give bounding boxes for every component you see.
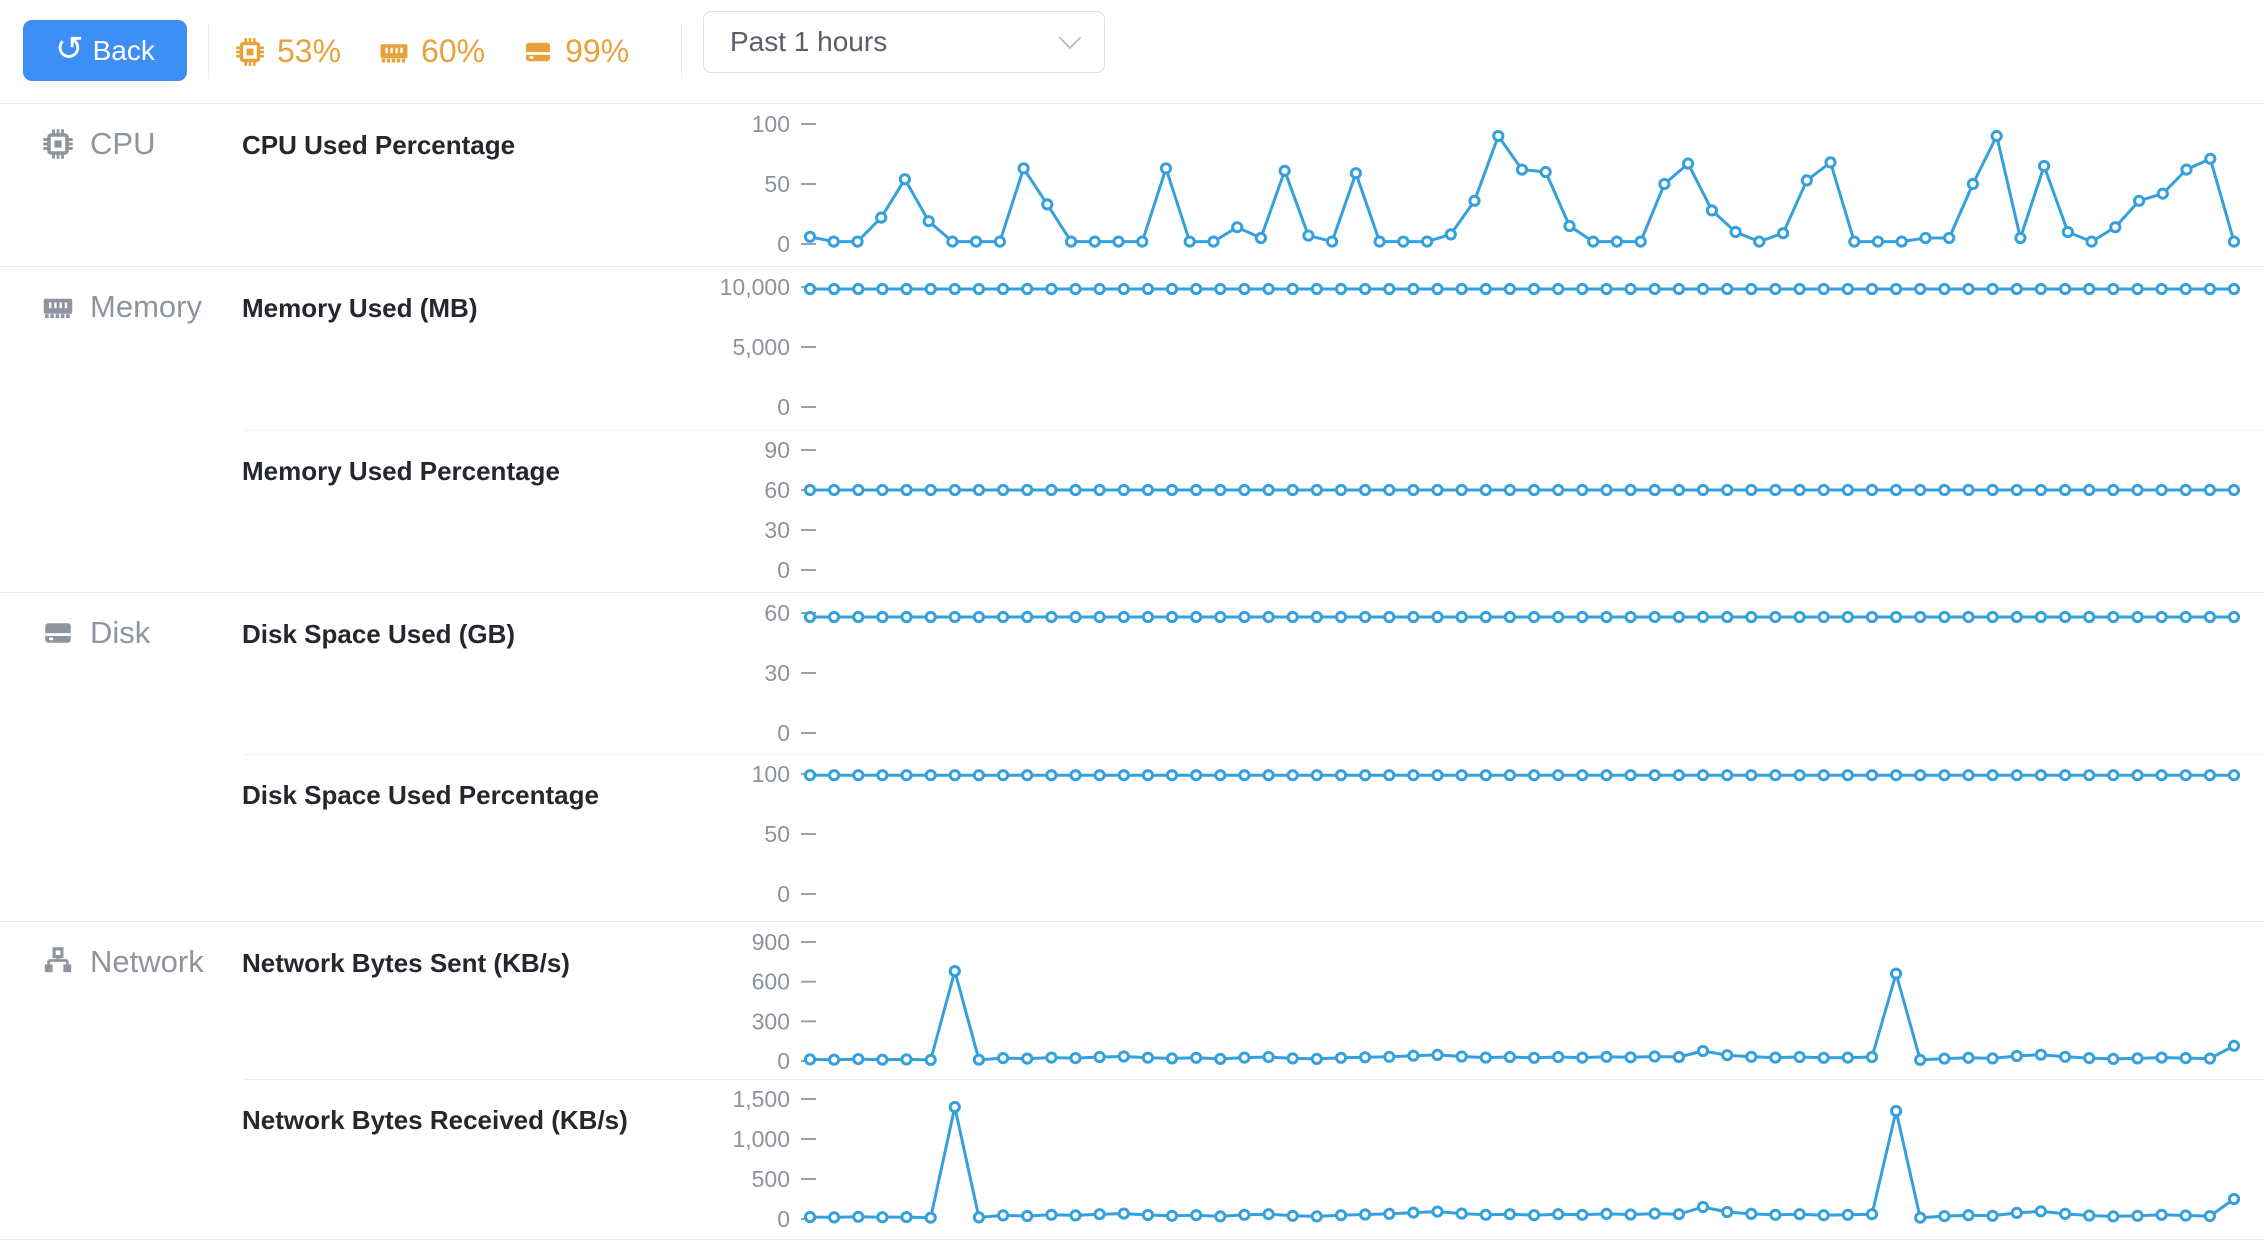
ram-icon (40, 289, 76, 325)
ram-icon (377, 35, 411, 69)
chart-title: Memory Used Percentage (242, 456, 560, 486)
cpu-usage-stat: 53% (233, 33, 341, 70)
chart-memory-used-mb: 10,000 5,000 0 (560, 267, 2264, 430)
chevron-down-icon (1058, 26, 1082, 50)
charts-panel: CPU CPU Used Percentage 100 50 0 Memory Me… (0, 104, 2264, 1240)
category-label: Memory (90, 289, 202, 324)
chart-title: Memory Used (MB) (242, 293, 478, 323)
category-label: Disk (90, 615, 151, 650)
rotate-left-icon: ↺ (55, 29, 84, 68)
chart-row: Memory Memory Used (MB) 10,000 5,000 0 (0, 267, 2264, 430)
chart-title: Network Bytes Sent (KB/s) (242, 948, 570, 978)
hdd-icon (40, 615, 76, 651)
category-disk: Disk (40, 615, 150, 651)
cpu-chip-icon (40, 126, 76, 162)
chart-row: Disk Disk Space Used (GB) 60 30 0 (0, 593, 2264, 754)
svg-text:300: 300 (752, 1008, 790, 1034)
chart-disk-space-used-percentage: 100 50 0 (560, 754, 2264, 921)
svg-text:90: 90 (764, 437, 790, 463)
chart-memory-used-percentage: 90 60 30 0 (560, 430, 2264, 592)
cpu-usage-value: 53% (277, 33, 342, 69)
category-cpu: CPU (40, 126, 155, 162)
svg-text:100: 100 (752, 761, 790, 787)
category-label: Network (90, 944, 204, 979)
memory-usage-value: 60% (421, 33, 486, 69)
svg-text:100: 100 (752, 111, 790, 137)
chart-title: Disk Space Used (GB) (242, 619, 516, 649)
svg-text:30: 30 (764, 517, 790, 543)
svg-text:50: 50 (764, 821, 790, 847)
chart-disk-space-used-gb: 60 30 0 (560, 593, 2264, 754)
svg-text:900: 900 (752, 929, 790, 955)
svg-text:30: 30 (764, 660, 790, 686)
time-range-select[interactable]: Past 1 hours (703, 11, 1105, 73)
chart-row: Network Bytes Received (KB/s) 1,500 1,000… (0, 1079, 2264, 1239)
svg-text:0: 0 (777, 720, 790, 746)
chart-title: Network Bytes Received (KB/s) (242, 1105, 628, 1135)
svg-text:0: 0 (777, 1048, 790, 1074)
svg-text:60: 60 (764, 477, 790, 503)
hdd-icon (521, 35, 555, 69)
chart-row: Disk Space Used Percentage 100 50 0 (0, 754, 2264, 921)
section-network: Network Network Bytes Sent (KB/s) 900 600… (0, 921, 2264, 1239)
svg-text:5,000: 5,000 (732, 334, 790, 360)
back-button[interactable]: ↺ Back (23, 20, 187, 81)
svg-text:0: 0 (777, 1206, 790, 1232)
chart-title: Disk Space Used Percentage (242, 780, 599, 810)
category-label: CPU (90, 126, 156, 161)
disk-usage-value: 99% (565, 33, 630, 69)
chart-network-bytes-sent: 900 600 300 0 (560, 922, 2264, 1079)
chart-network-bytes-received: 1,500 1,000 500 0 (560, 1079, 2264, 1239)
disk-usage-stat: 99% (521, 33, 629, 70)
category-network: Network (40, 944, 204, 980)
section-disk: Disk Disk Space Used (GB) 60 30 0 Disk Spa… (0, 592, 2264, 921)
chart-row: CPU CPU Used Percentage 100 50 0 (0, 104, 2264, 266)
time-range-value: Past 1 hours (730, 26, 888, 57)
svg-text:50: 50 (764, 171, 790, 197)
svg-text:0: 0 (777, 881, 790, 907)
svg-text:0: 0 (777, 231, 790, 257)
chart-cpu-used-percentage: 100 50 0 (560, 104, 2264, 266)
network-hub-icon (40, 944, 76, 980)
toolbar-divider (208, 24, 209, 79)
chart-row: Network Network Bytes Sent (KB/s) 900 600… (0, 922, 2264, 1079)
section-memory: Memory Memory Used (MB) 10,000 5,000 0 Mem… (0, 266, 2264, 592)
svg-text:0: 0 (777, 394, 790, 420)
toolbar-divider (681, 24, 682, 79)
section-cpu: CPU CPU Used Percentage 100 50 0 (0, 104, 2264, 266)
toolbar: ↺ Back 53% 60% 99% Past 1 hours (0, 0, 2264, 104)
svg-text:10,000: 10,000 (720, 274, 790, 300)
svg-text:0: 0 (777, 557, 790, 583)
chart-row: Memory Used Percentage 90 60 30 0 (0, 430, 2264, 592)
category-memory: Memory (40, 289, 202, 325)
svg-text:500: 500 (752, 1166, 790, 1192)
cpu-chip-icon (233, 35, 267, 69)
svg-text:1,000: 1,000 (732, 1126, 790, 1152)
back-button-label: Back (92, 34, 155, 66)
system-stats: 53% 60% 99% (233, 0, 629, 103)
chart-title: CPU Used Percentage (242, 130, 516, 160)
svg-text:60: 60 (764, 600, 790, 626)
memory-usage-stat: 60% (377, 33, 485, 70)
svg-text:600: 600 (752, 969, 790, 995)
svg-text:1,500: 1,500 (732, 1086, 790, 1112)
